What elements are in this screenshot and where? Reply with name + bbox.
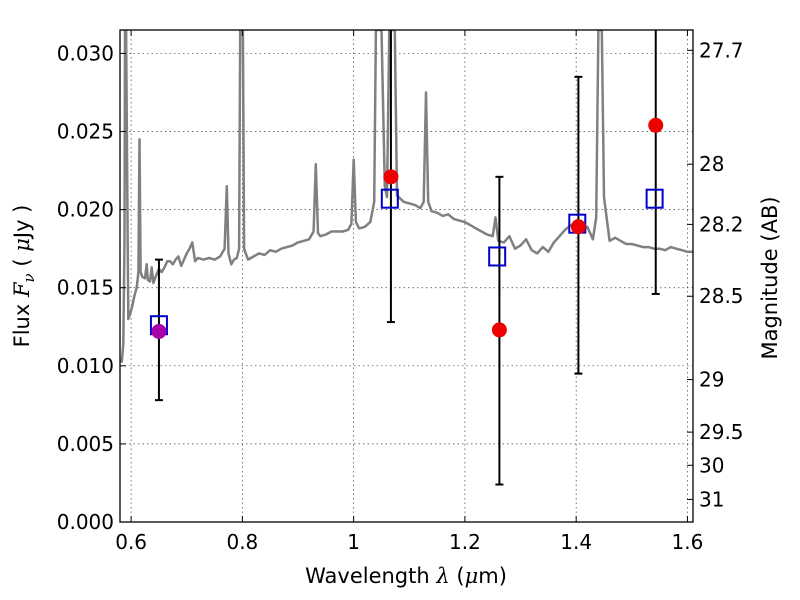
observed-point [648,117,664,133]
y2-tick-label: 27.7 [699,38,744,62]
y2-tick-label: 28.5 [699,284,744,308]
y2-tick-label: 31 [699,487,724,511]
x-tick-label: 1.6 [672,530,704,554]
x-tick-label: 1.4 [560,530,592,554]
observed-point [491,322,507,338]
model-band-point [645,188,664,209]
x-tick-label: 0.6 [115,530,147,554]
model-band-point [488,246,507,267]
y-tick-label: 0.000 [57,510,114,534]
marker-layer [149,117,664,339]
y2-tick-label: 29 [699,368,724,392]
observed-point [151,323,167,339]
x-tick-label: 1 [347,530,360,554]
x-tick-label: 0.8 [226,530,258,554]
y-tick-label: 0.030 [57,41,114,65]
plot-background [120,30,693,522]
x-axis-label: Wavelength λ (μm) [305,564,507,588]
x-tick-label: 1.2 [449,530,481,554]
ticks: 0.6 0.8 1 1.2 1.4 1.6 0.000 0.005 0.010 0.015 0.02… [57,30,744,554]
y2-axis-label: Magnitude (AB) [758,196,782,359]
y-tick-label: 0.005 [57,432,114,456]
y-axis-label: Flux Fν ( μJy ) [10,205,38,348]
observed-point [383,169,399,185]
y-tick-label: 0.015 [57,276,114,300]
y2-tick-label: 30 [699,453,724,477]
plot-frame [119,29,694,523]
y2-tick-label: 28.2 [699,212,744,236]
y-tick-label: 0.025 [57,120,114,144]
y2-tick-label: 28 [699,152,724,176]
y-tick-label: 0.010 [57,354,114,378]
y-tick-label: 0.020 [57,198,114,222]
observed-point [570,219,586,235]
y2-tick-label: 29.5 [699,420,744,444]
model-band-point [380,188,399,209]
